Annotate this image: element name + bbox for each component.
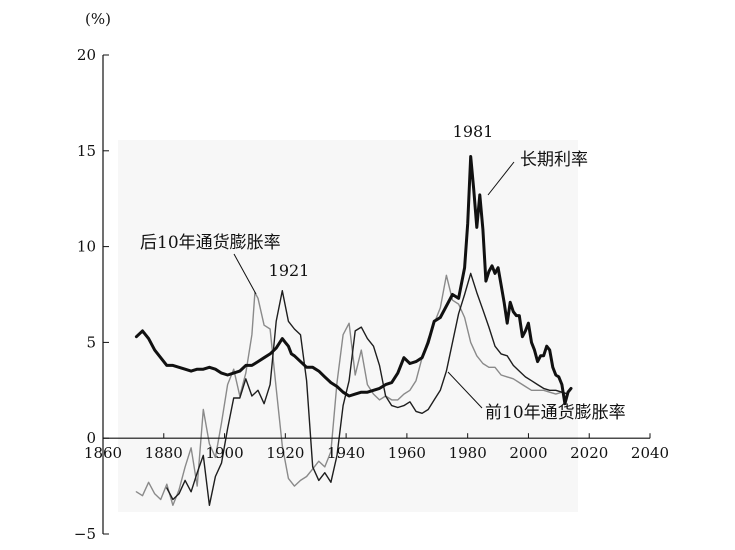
x-tick-label: 2020 [570, 444, 608, 462]
annotation-long-term-rate-pointer [487, 161, 515, 196]
series-layer [134, 155, 573, 506]
x-tick-label: 1860 [84, 444, 122, 462]
x-tick-label: 1960 [388, 444, 426, 462]
x-tick-label: 2040 [631, 444, 669, 462]
series-line-1 [135, 274, 569, 506]
x-tick-label: 1900 [205, 444, 243, 462]
annotation-next-10y-inflation: 后10年通货膨胀率 [140, 233, 281, 253]
y-tick-label: 15 [77, 142, 96, 160]
annotation-next-10y-inflation-pointer [233, 253, 257, 295]
y-tick-label: 20 [77, 46, 96, 64]
series-line-2 [166, 272, 569, 506]
y-tick-label: −5 [74, 525, 96, 543]
y-tick-label: 0 [86, 429, 96, 447]
annotation-prev-10y-inflation: 前10年通货膨胀率 [485, 403, 626, 423]
y-tick-label: 5 [86, 333, 96, 351]
x-tick-label: 1980 [449, 444, 487, 462]
peak-label-1981: 1981 [453, 122, 494, 141]
x-tick-label: 1920 [266, 444, 304, 462]
axes-layer: 1860 1880 1900 1920 1940 1960 1980 2000 2020 2040… [74, 46, 669, 543]
x-tick-label: 2000 [509, 444, 547, 462]
x-tick-label: 1880 [145, 444, 183, 462]
series-line-0 [134, 155, 573, 406]
annotation-long-term-rate: 长期利率 [520, 150, 588, 170]
y-tick-label: 10 [77, 238, 96, 256]
x-tick-label: 1940 [327, 444, 365, 462]
annotation-prev-10y-inflation-pointer [447, 371, 483, 409]
peak-label-1921: 1921 [269, 261, 310, 280]
y-axis-unit: (%) [85, 10, 111, 28]
